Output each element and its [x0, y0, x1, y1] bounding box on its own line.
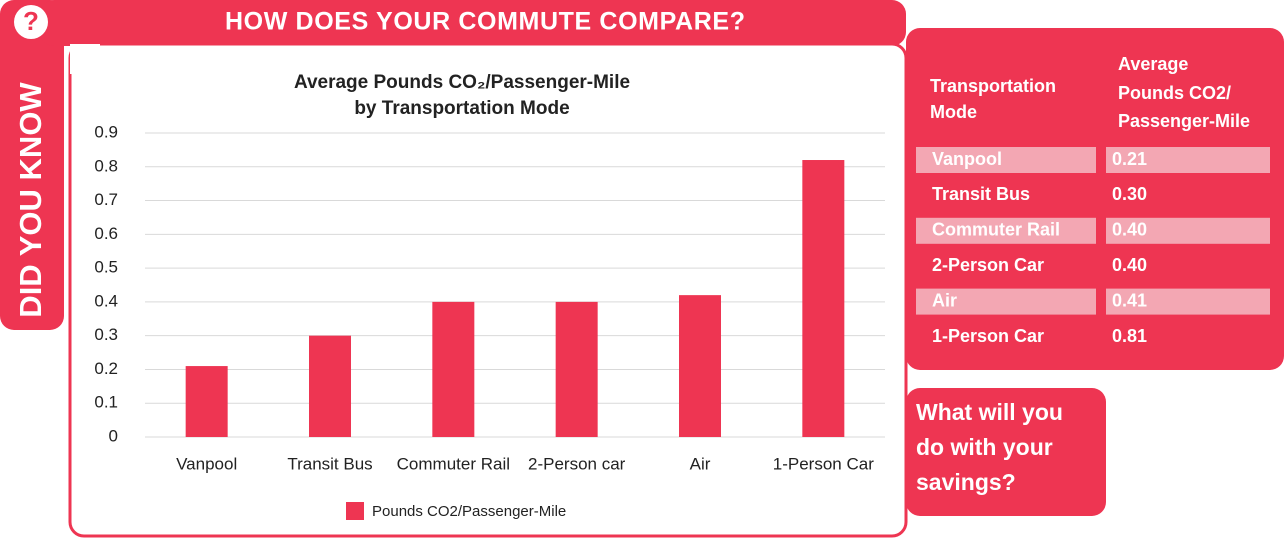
- table-header: Pounds CO2/: [1118, 83, 1231, 103]
- header-bar: [40, 0, 906, 46]
- table-cell: Vanpool: [932, 149, 1002, 169]
- table-cell: 0.30: [1112, 184, 1147, 204]
- table-cell: Commuter Rail: [932, 220, 1060, 240]
- y-tick-label: 0.7: [94, 190, 118, 209]
- table-cell: 1-Person Car: [932, 326, 1044, 346]
- x-tick-label: Vanpool: [176, 454, 237, 473]
- table-cell: 0.41: [1112, 290, 1147, 310]
- x-tick-label: 1-Person Car: [773, 454, 874, 473]
- bar: [185, 366, 228, 437]
- row-band: [916, 147, 1096, 173]
- row-band: [1106, 147, 1270, 173]
- table-cell: 0.21: [1112, 149, 1147, 169]
- x-tick-label: Commuter Rail: [397, 454, 510, 473]
- bar: [679, 295, 721, 437]
- table-header: Average: [1118, 54, 1188, 74]
- panel-corner: [70, 44, 100, 74]
- side-label: DID YOU KNOW: [13, 82, 48, 318]
- y-tick-label: 0: [109, 426, 118, 445]
- table-panel: [906, 28, 1284, 370]
- y-tick-label: 0.4: [94, 291, 118, 310]
- row-band: [916, 217, 1096, 244]
- chart-title: Average Pounds CO₂/Passenger-Mile: [294, 72, 630, 93]
- table-cell: 2-Person Car: [932, 255, 1044, 275]
- row-band: [1106, 288, 1270, 315]
- x-tick-label: Air: [690, 454, 711, 473]
- chart-title: by Transportation Mode: [354, 98, 569, 119]
- callout-text: savings?: [916, 469, 1016, 495]
- table-header: Transportation: [930, 76, 1056, 96]
- legend-swatch: [346, 502, 364, 520]
- side-banner: [0, 0, 64, 330]
- bar: [309, 335, 351, 437]
- y-tick-label: 0.6: [94, 224, 118, 243]
- y-tick-label: 0.9: [94, 122, 118, 141]
- y-tick-label: 0.5: [94, 258, 118, 277]
- x-tick-label: 2-Person car: [528, 454, 626, 473]
- y-tick-label: 0.2: [94, 359, 118, 378]
- question-icon: [14, 5, 48, 39]
- y-tick-label: 0.3: [94, 325, 118, 344]
- table-cell: 0.40: [1112, 220, 1147, 240]
- table-cell: Air: [932, 290, 957, 310]
- legend-label: Pounds CO2/Passenger-Mile: [372, 503, 566, 520]
- bar: [432, 301, 475, 437]
- table-cell: 0.40: [1112, 255, 1147, 275]
- callout-text: do with your: [916, 434, 1053, 460]
- bar: [555, 301, 598, 437]
- table-header: Mode: [930, 102, 977, 122]
- table-cell: Transit Bus: [932, 184, 1030, 204]
- y-tick-label: 0.1: [94, 393, 118, 412]
- header-title: HOW DOES YOUR COMMUTE COMPARE?: [225, 8, 745, 36]
- bar: [802, 160, 845, 437]
- table-cell: 0.81: [1112, 326, 1147, 346]
- row-band: [1106, 217, 1270, 244]
- row-band: [916, 288, 1096, 315]
- icon-mark: ?: [23, 6, 39, 36]
- callout-text: What will you: [916, 399, 1063, 425]
- y-tick-label: 0.8: [94, 156, 118, 175]
- x-tick-label: Transit Bus: [287, 454, 372, 473]
- table-header: Passenger-Mile: [1118, 111, 1250, 131]
- callout-panel: [906, 388, 1106, 516]
